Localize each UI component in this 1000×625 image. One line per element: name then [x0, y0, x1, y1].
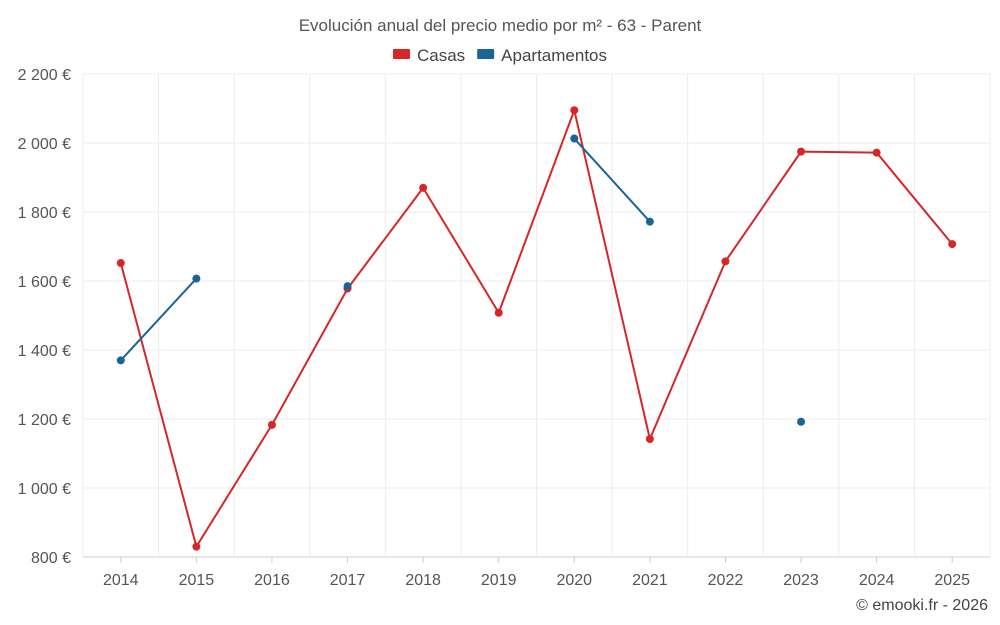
legend-item-casas: Casas [392, 46, 465, 65]
x-tick-label: 2014 [103, 572, 139, 589]
y-tick-label: 1 400 € [18, 343, 71, 360]
y-tick-label: 2 200 € [18, 67, 71, 84]
legend-label-casas: Casas [417, 46, 465, 65]
data-point-apartamentos [797, 417, 806, 426]
series-apartamentos [116, 134, 806, 426]
x-tick-label: 2022 [708, 572, 744, 589]
legend-item-apartamentos: Apartamentos [477, 46, 607, 65]
credit-label: © emooki.fr - 2026 [856, 597, 988, 614]
data-point-casas [116, 259, 125, 268]
data-point-casas [797, 147, 806, 156]
series-casas [116, 106, 957, 551]
data-point-casas [645, 435, 654, 444]
y-tick-label: 800 € [31, 550, 71, 567]
data-point-apartamentos [645, 217, 654, 226]
data-point-casas [192, 542, 201, 551]
legend-label-apartamentos: Apartamentos [501, 46, 607, 65]
y-tick-label: 1 000 € [18, 481, 71, 498]
y-tick-label: 1 200 € [18, 412, 71, 429]
x-tick-label: 2018 [405, 572, 441, 589]
x-tick-label: 2024 [859, 572, 895, 589]
x-tick-label: 2017 [330, 572, 366, 589]
x-tick-label: 2020 [556, 572, 592, 589]
x-tick-label: 2016 [254, 572, 290, 589]
series-line-apartamentos [573, 137, 651, 223]
y-axis: 800 € 1 000 € 1 200 € 1 400 € 1 600 € 1 800 €… [18, 67, 71, 567]
data-point-apartamentos [116, 356, 125, 365]
x-tick-label: 2021 [632, 572, 668, 589]
legend-swatch-casas [392, 49, 410, 59]
data-point-apartamentos [570, 134, 579, 143]
data-point-casas [948, 240, 957, 249]
series-layer [116, 106, 957, 551]
x-tick-label: 2015 [179, 572, 215, 589]
chart-title: Evolución anual del precio medio por m² … [299, 16, 702, 35]
data-point-apartamentos [192, 274, 201, 283]
x-tick-label: 2025 [934, 572, 970, 589]
y-tick-label: 1 800 € [18, 205, 71, 222]
data-point-casas [494, 308, 503, 317]
series-line-casas [119, 109, 953, 548]
series-line-apartamentos [120, 277, 198, 362]
data-point-casas [419, 183, 428, 192]
data-point-casas [570, 106, 579, 115]
x-tick-label: 2019 [481, 572, 517, 589]
data-point-casas [721, 257, 730, 266]
data-point-casas [267, 420, 276, 429]
legend: Casas Apartamentos [392, 46, 607, 65]
y-tick-label: 2 000 € [18, 136, 71, 153]
data-point-apartamentos [343, 282, 352, 291]
data-point-casas [872, 148, 881, 157]
x-axis: 2014 2015 2016 2017 2018 2019 2020 2021 2022 2023… [103, 572, 970, 589]
x-tick-label: 2023 [783, 572, 819, 589]
grid [82, 73, 991, 563]
y-tick-label: 1 600 € [18, 274, 71, 291]
legend-swatch-apartamentos [477, 49, 495, 59]
